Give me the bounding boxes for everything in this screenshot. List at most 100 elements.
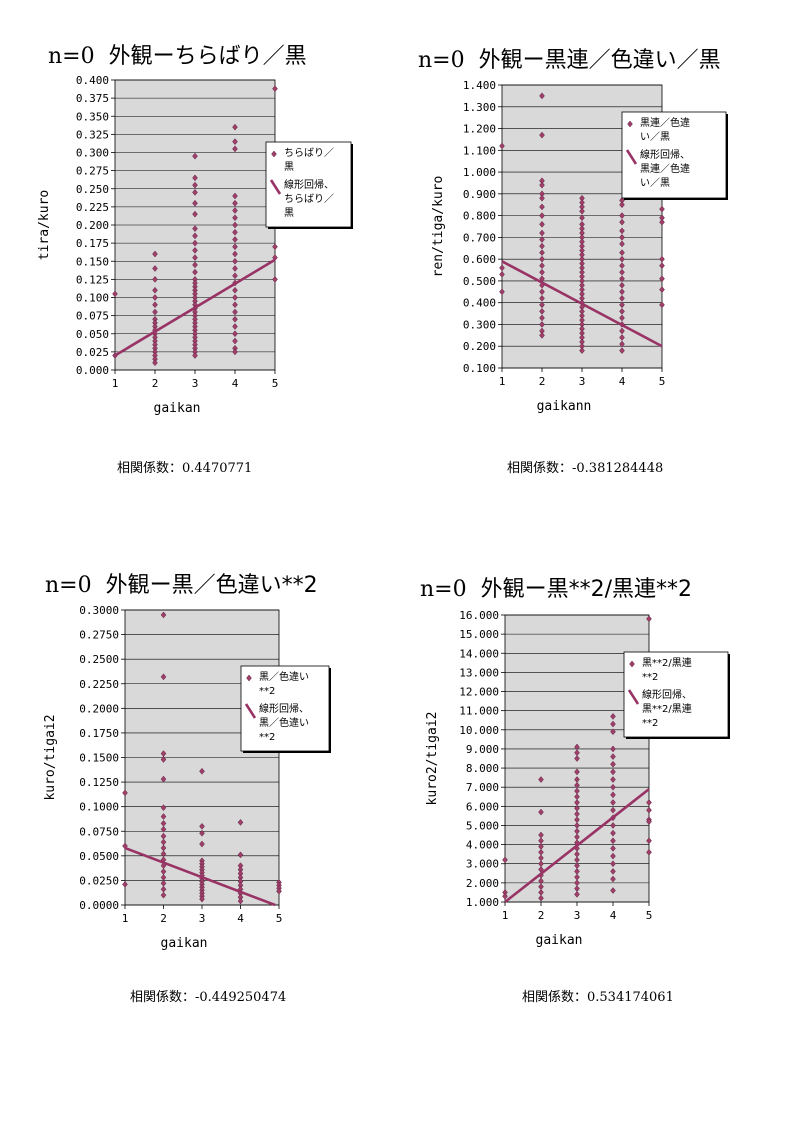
y-tick-label: 0.050 [76, 328, 109, 341]
data-point [646, 818, 652, 826]
data-point [619, 227, 625, 235]
data-point [610, 806, 616, 814]
x-axis-label: gaikann [537, 399, 592, 414]
data-point [539, 249, 545, 257]
data-point [232, 265, 238, 272]
data-point [192, 174, 198, 182]
data-point [579, 347, 585, 354]
data-point [619, 294, 625, 302]
data-point [610, 875, 616, 883]
data-point [192, 152, 198, 160]
data-point [538, 776, 544, 783]
data-point [539, 294, 545, 302]
data-point [539, 236, 545, 243]
legend-label: 黒連／色違 [640, 116, 690, 129]
y-axis-label: tira/kuro [37, 190, 52, 260]
data-point [160, 813, 167, 820]
y-tick-label: 0.150 [76, 255, 109, 268]
data-point [272, 243, 278, 251]
scatter-chart-1: 0.000 0.025 0.050 0.075 0.100 0.125 0.150 0.175… [37, 74, 353, 416]
data-point [610, 867, 616, 875]
legend-box [621, 111, 727, 199]
data-point [619, 249, 625, 257]
data-point [232, 145, 238, 153]
data-point [199, 822, 205, 830]
x-tick-label: 1 [499, 375, 506, 388]
data-point [539, 262, 545, 270]
y-tick-label: 3.000 [466, 858, 499, 871]
y-tick-label: 0.400 [463, 297, 496, 310]
y-tick-label: 0.1500 [79, 752, 119, 765]
data-point [619, 301, 625, 309]
y-tick-label: 0.225 [76, 201, 109, 214]
y-tick-label: 0.800 [463, 210, 496, 223]
data-point [619, 201, 625, 209]
data-point [152, 308, 158, 316]
y-tick-label: 0.000 [76, 364, 109, 377]
y-tick-label: 0.250 [76, 183, 109, 196]
data-point [610, 783, 616, 791]
data-point [272, 275, 278, 283]
y-tick-label: 0.2250 [79, 678, 119, 691]
data-point [237, 819, 244, 826]
y-tick-label: 0.600 [463, 253, 496, 266]
data-point [610, 852, 616, 860]
data-point [232, 138, 238, 146]
data-point [160, 611, 167, 619]
y-tick-label: 1.200 [463, 123, 496, 136]
data-point [232, 330, 238, 338]
data-point [619, 240, 625, 248]
data-point [579, 207, 585, 215]
legend-label: **2 [642, 672, 658, 683]
data-point [232, 199, 238, 207]
data-point [619, 218, 625, 226]
y-tick-label: 0.200 [76, 219, 109, 232]
data-point [539, 203, 545, 211]
chart-title-1: n=0 外観ーちらばり／黒 [48, 38, 307, 70]
x-tick-label: 1 [122, 912, 129, 925]
chart-title-4: n=0 外観ー黒**2/黒連**2 [420, 571, 692, 603]
data-point [272, 85, 278, 93]
data-point [192, 352, 198, 359]
y-tick-label: 0.125 [76, 273, 109, 286]
data-point [232, 348, 238, 356]
legend-label: **2 [259, 732, 275, 743]
correlation-3: 相関係数：-0.449250474 [130, 990, 287, 1005]
data-point [619, 262, 625, 270]
x-tick-label: 2 [538, 909, 545, 922]
chart-title-2: n=0 外観ー黒連／色違い／黒 [418, 42, 721, 74]
data-point [112, 290, 118, 298]
data-point [152, 301, 158, 309]
regression-line [501, 260, 663, 348]
data-point [152, 294, 158, 301]
data-point [499, 271, 505, 278]
data-point [619, 288, 625, 296]
data-point [646, 837, 652, 845]
data-point [619, 334, 625, 341]
data-point [232, 315, 238, 323]
data-point [499, 142, 505, 150]
correlation-2: 相関係数：-0.381284448 [507, 461, 664, 476]
y-tick-label: 0.325 [76, 128, 109, 141]
regression-line [124, 846, 276, 907]
legend-label: ちらばり／ [284, 193, 334, 205]
data-point [646, 615, 652, 623]
data-point [502, 856, 508, 864]
y-tick-label: 1.300 [463, 101, 496, 114]
x-tick-label: 1 [502, 909, 509, 922]
data-point [192, 261, 198, 269]
data-point [192, 199, 198, 207]
data-point [502, 892, 508, 900]
data-point [539, 301, 545, 309]
y-tick-label: 0.375 [76, 92, 109, 105]
x-tick-label: 2 [160, 912, 167, 925]
y-tick-label: 0.100 [463, 362, 496, 375]
y-tick-label: 0.1250 [79, 776, 119, 789]
legend-box [240, 665, 330, 752]
y-tick-label: 1.000 [463, 166, 496, 179]
title-prefix-2: n=0 [418, 48, 465, 73]
y-tick-label: 4.000 [466, 839, 499, 852]
data-point [619, 327, 625, 335]
y-tick-label: 15.000 [459, 628, 499, 641]
